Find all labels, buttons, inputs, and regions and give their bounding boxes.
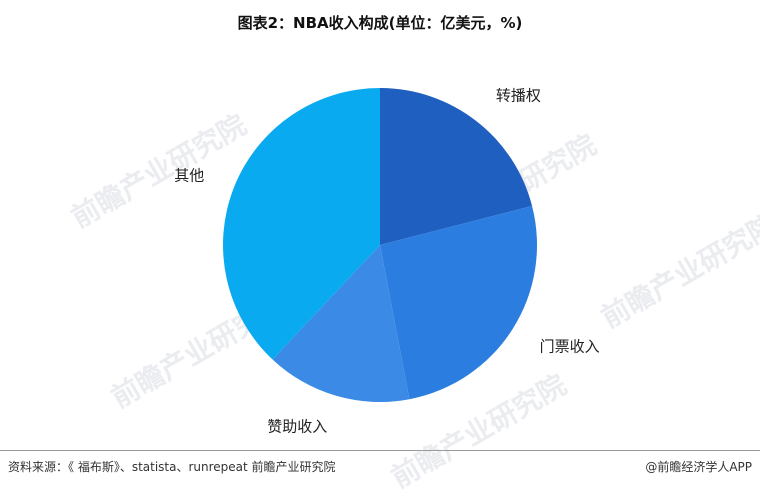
slice-label: 赞助收入 xyxy=(267,417,327,435)
slice-label: 转播权 xyxy=(496,87,541,105)
pie-slice xyxy=(380,88,533,245)
pie-slice xyxy=(222,88,380,360)
footer-divider xyxy=(0,450,760,451)
pie-slice xyxy=(272,245,410,402)
footer: 资料来源：《 福布斯》、statista、runrepeat 前瞻产业研究院 @… xyxy=(0,450,760,486)
slice-label: 其他 xyxy=(174,166,204,184)
pie-slice xyxy=(380,205,537,400)
chart-title: 图表2：NBA收入构成(单位：亿美元，%) xyxy=(237,14,523,32)
slice-label: 门票收入 xyxy=(540,337,600,355)
source-note: 资料来源：《 福布斯》、statista、runrepeat 前瞻产业研究院 xyxy=(8,460,336,474)
brand-credit: @前瞻经济学人APP xyxy=(645,460,752,474)
